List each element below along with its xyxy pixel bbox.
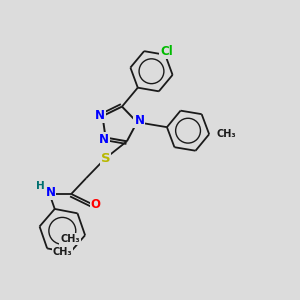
Text: CH₃: CH₃: [60, 234, 80, 244]
Text: N: N: [134, 114, 144, 127]
Text: N: N: [95, 109, 105, 122]
Text: CH₃: CH₃: [52, 247, 72, 257]
Text: S: S: [100, 152, 110, 165]
Text: N: N: [45, 186, 56, 199]
Text: N: N: [99, 133, 109, 146]
Text: CH₃: CH₃: [217, 129, 236, 139]
Text: H: H: [36, 181, 44, 191]
Text: Cl: Cl: [160, 45, 173, 58]
Text: O: O: [91, 199, 100, 212]
